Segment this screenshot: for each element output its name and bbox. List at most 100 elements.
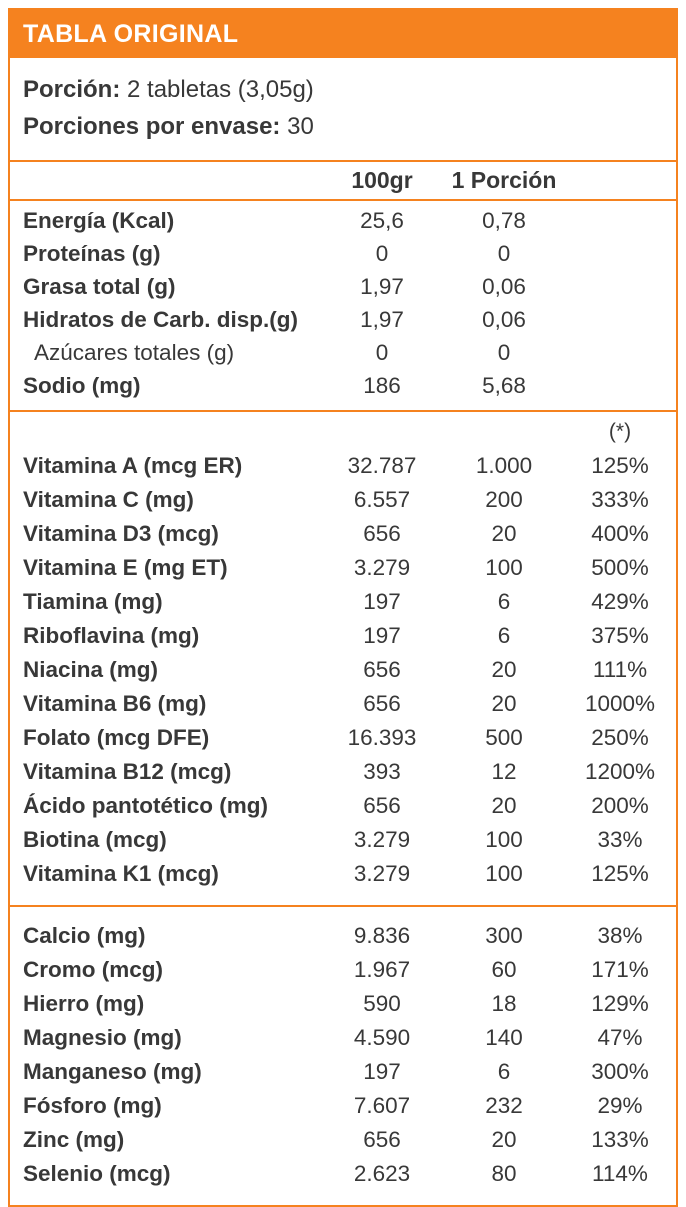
nutrient-label: Vitamina B12 (mcg) <box>23 759 232 784</box>
nutrient-row: Magnesio (mg) 4.590 140 47% <box>10 1021 676 1055</box>
nutrient-label: Fósforo (mg) <box>23 1093 162 1118</box>
nutrient-row: Ácido pantotético (mg) 656 20 200% <box>10 789 676 823</box>
nutrient-row: Folato (mcg DFE) 16.393 500 250% <box>10 721 676 755</box>
value-per-100g: 656 <box>363 521 401 546</box>
value-per-100g: 393 <box>363 759 401 784</box>
value-per-100g: 6.557 <box>353 487 411 512</box>
value-per-portion: 20 <box>491 657 517 682</box>
value-per-portion: 80 <box>491 1161 517 1186</box>
table-title-bar: TABLA ORIGINAL <box>10 10 676 58</box>
value-per-portion: 20 <box>491 521 517 546</box>
minerals-section: Calcio (mg) 9.836 300 38% Cromo (mcg) 1.… <box>10 907 676 1205</box>
value-per-portion: 300 <box>485 923 523 948</box>
nutrient-label: Niacina (mg) <box>23 657 159 682</box>
value-per-100g: 1,97 <box>360 306 404 332</box>
value-per-portion: 60 <box>491 957 517 982</box>
nutrient-label: Riboflavina (mg) <box>23 623 200 648</box>
value-per-portion: 0 <box>497 339 511 365</box>
value-per-portion: 0,78 <box>482 207 526 233</box>
value-per-100g: 656 <box>363 657 401 682</box>
nutrient-row: Vitamina B6 (mg) 656 20 1000% <box>10 687 676 721</box>
value-per-100g: 0 <box>375 339 389 365</box>
servings-per-container-line: Porciones por envase: 30 <box>23 108 664 145</box>
value-per-100g: 25,6 <box>360 207 404 233</box>
servings-per-container-label: Porciones por envase: <box>23 113 281 140</box>
nutrient-row: Hidratos de Carb. disp.(g) 1,97 0,06 <box>10 303 676 336</box>
nutrient-row: Fósforo (mg) 7.607 232 29% <box>10 1089 676 1123</box>
value-per-100g: 2.623 <box>353 1161 411 1186</box>
value-per-100g: 9.836 <box>353 923 411 948</box>
nutrient-label: Hidratos de Carb. disp.(g) <box>23 306 299 332</box>
nutrient-label: Biotina (mcg) <box>23 827 167 852</box>
value-percent-reference: 429% <box>591 589 649 614</box>
nutrition-facts-table: TABLA ORIGINAL Porción: 2 tabletas (3,05… <box>8 8 678 1207</box>
value-per-100g: 4.590 <box>353 1025 411 1050</box>
nutrient-label: Vitamina C (mg) <box>23 487 194 512</box>
nutrient-row: Vitamina E (mg ET) 3.279 100 500% <box>10 551 676 585</box>
nutrient-label: Vitamina A (mcg ER) <box>23 453 243 478</box>
value-per-portion: 100 <box>485 555 523 580</box>
nutrient-label: Manganeso (mg) <box>23 1059 202 1084</box>
value-per-100g: 3.279 <box>353 827 411 852</box>
nutrient-row: Azúcares totales (g) 0 0 <box>10 336 676 369</box>
value-percent-reference: 111% <box>592 657 648 682</box>
nutrient-row: Selenio (mcg) 2.623 80 114% <box>10 1157 676 1191</box>
value-per-100g: 197 <box>363 1059 401 1084</box>
divider <box>10 410 676 412</box>
value-per-portion: 20 <box>491 691 517 716</box>
pct-reference-header: (*) <box>608 420 632 443</box>
value-per-portion: 12 <box>491 759 517 784</box>
nutrient-row: Grasa total (g) 1,97 0,06 <box>10 270 676 303</box>
value-percent-reference: 300% <box>591 1059 649 1084</box>
nutrient-row: Proteínas (g) 0 0 <box>10 237 676 270</box>
value-per-100g: 32.787 <box>347 453 417 478</box>
divider <box>10 199 676 201</box>
nutrient-label: Cromo (mcg) <box>23 957 163 982</box>
nutrient-row: Calcio (mg) 9.836 300 38% <box>10 919 676 953</box>
nutrient-label: Magnesio (mg) <box>23 1025 182 1050</box>
value-per-portion: 20 <box>491 793 517 818</box>
value-percent-reference: 1000% <box>584 691 656 716</box>
value-per-100g: 1,97 <box>360 273 404 299</box>
value-per-portion: 100 <box>485 861 523 886</box>
value-percent-reference: 133% <box>591 1127 649 1152</box>
value-per-portion: 232 <box>485 1093 523 1118</box>
value-per-100g: 3.279 <box>353 555 411 580</box>
portion-label: Porción: <box>23 76 121 103</box>
nutrient-label: Selenio (mcg) <box>23 1161 171 1186</box>
value-percent-reference: 33% <box>597 827 643 852</box>
nutrient-label: Energía (Kcal) <box>23 207 175 233</box>
value-percent-reference: 129% <box>591 991 649 1016</box>
nutrient-label: Zinc (mg) <box>23 1127 125 1152</box>
value-percent-reference: 171% <box>591 957 649 982</box>
nutrient-row: Vitamina B12 (mcg) 393 12 1200% <box>10 755 676 789</box>
value-per-100g: 656 <box>363 1127 401 1152</box>
nutrient-row: Cromo (mcg) 1.967 60 171% <box>10 953 676 987</box>
value-percent-reference: 114% <box>592 1161 648 1186</box>
value-per-portion: 1.000 <box>475 453 533 478</box>
column-header-portion: 1 Porción <box>451 167 557 193</box>
value-percent-reference: 1200% <box>584 759 656 784</box>
nutrient-row: Vitamina D3 (mcg) 656 20 400% <box>10 517 676 551</box>
value-per-portion: 20 <box>491 1127 517 1152</box>
pct-reference-header-row: (*) <box>10 415 676 449</box>
nutrient-row: Riboflavina (mg) 197 6 375% <box>10 619 676 653</box>
divider <box>10 905 676 907</box>
value-percent-reference: 125% <box>591 453 649 478</box>
value-per-100g: 0 <box>375 240 389 266</box>
value-percent-reference: 38% <box>597 923 643 948</box>
nutrient-row: Hierro (mg) 590 18 129% <box>10 987 676 1021</box>
value-per-100g: 186 <box>363 372 401 398</box>
value-per-portion: 200 <box>485 487 523 512</box>
value-per-portion: 6 <box>497 589 511 614</box>
value-percent-reference: 375% <box>591 623 649 648</box>
nutrient-label: Vitamina D3 (mcg) <box>23 521 219 546</box>
nutrient-label: Tiamina (mg) <box>23 589 163 614</box>
value-per-portion: 140 <box>485 1025 523 1050</box>
value-percent-reference: 333% <box>591 487 649 512</box>
nutrient-label: Proteínas (g) <box>23 240 161 266</box>
value-per-portion: 0,06 <box>482 273 526 299</box>
portion-value: 2 tabletas (3,05g) <box>127 76 314 103</box>
portion-line: Porción: 2 tabletas (3,05g) <box>23 71 664 108</box>
nutrient-row: Biotina (mcg) 3.279 100 33% <box>10 823 676 857</box>
